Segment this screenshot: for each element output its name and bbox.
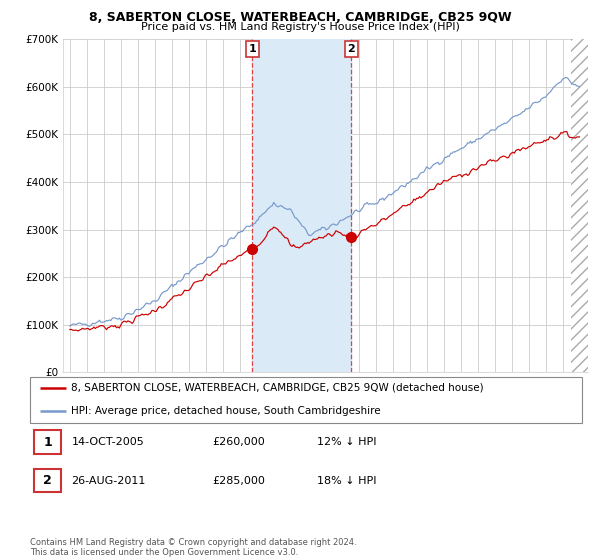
Text: 26-AUG-2011: 26-AUG-2011	[71, 475, 146, 486]
Text: 2: 2	[43, 474, 52, 487]
Text: HPI: Average price, detached house, South Cambridgeshire: HPI: Average price, detached house, Sout…	[71, 407, 381, 416]
Bar	[571, 39, 588, 372]
Text: 18% ↓ HPI: 18% ↓ HPI	[317, 475, 377, 486]
Bar	[571, 39, 588, 372]
Text: Contains HM Land Registry data © Crown copyright and database right 2024.
This d: Contains HM Land Registry data © Crown c…	[30, 538, 356, 557]
Bar	[571, 39, 588, 372]
Bar	[253, 39, 352, 372]
FancyBboxPatch shape	[34, 469, 61, 492]
FancyBboxPatch shape	[34, 430, 61, 454]
Text: Price paid vs. HM Land Registry's House Price Index (HPI): Price paid vs. HM Land Registry's House …	[140, 22, 460, 32]
Text: 12% ↓ HPI: 12% ↓ HPI	[317, 437, 377, 447]
Text: 1: 1	[43, 436, 52, 449]
Text: 8, SABERTON CLOSE, WATERBEACH, CAMBRIDGE, CB25 9QW: 8, SABERTON CLOSE, WATERBEACH, CAMBRIDGE…	[89, 11, 511, 24]
Text: £260,000: £260,000	[212, 437, 265, 447]
Text: 1: 1	[248, 44, 256, 54]
FancyBboxPatch shape	[30, 377, 582, 423]
Text: £285,000: £285,000	[212, 475, 265, 486]
Text: 14-OCT-2005: 14-OCT-2005	[71, 437, 144, 447]
Text: 8, SABERTON CLOSE, WATERBEACH, CAMBRIDGE, CB25 9QW (detached house): 8, SABERTON CLOSE, WATERBEACH, CAMBRIDGE…	[71, 383, 484, 393]
Text: 2: 2	[347, 44, 355, 54]
